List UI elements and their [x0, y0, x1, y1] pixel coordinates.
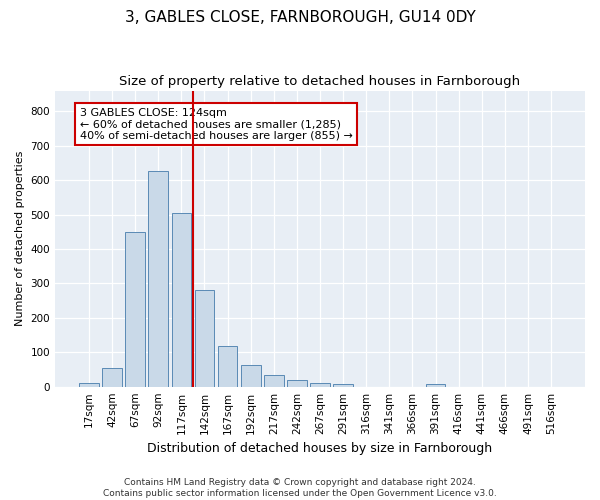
Bar: [194, 290, 214, 386]
Bar: [264, 374, 284, 386]
Bar: [79, 382, 99, 386]
Bar: [310, 383, 330, 386]
Bar: [148, 172, 168, 386]
X-axis label: Distribution of detached houses by size in Farnborough: Distribution of detached houses by size …: [148, 442, 493, 455]
Bar: [218, 346, 238, 387]
Bar: [172, 213, 191, 386]
Bar: [241, 366, 260, 386]
Bar: [287, 380, 307, 386]
Bar: [426, 384, 445, 386]
Text: 3 GABLES CLOSE: 124sqm
← 60% of detached houses are smaller (1,285)
40% of semi-: 3 GABLES CLOSE: 124sqm ← 60% of detached…: [80, 108, 353, 141]
Y-axis label: Number of detached properties: Number of detached properties: [15, 151, 25, 326]
Bar: [125, 232, 145, 386]
Title: Size of property relative to detached houses in Farnborough: Size of property relative to detached ho…: [119, 75, 521, 88]
Text: 3, GABLES CLOSE, FARNBOROUGH, GU14 0DY: 3, GABLES CLOSE, FARNBOROUGH, GU14 0DY: [125, 10, 475, 25]
Bar: [334, 384, 353, 386]
Text: Contains HM Land Registry data © Crown copyright and database right 2024.
Contai: Contains HM Land Registry data © Crown c…: [103, 478, 497, 498]
Bar: [102, 368, 122, 386]
